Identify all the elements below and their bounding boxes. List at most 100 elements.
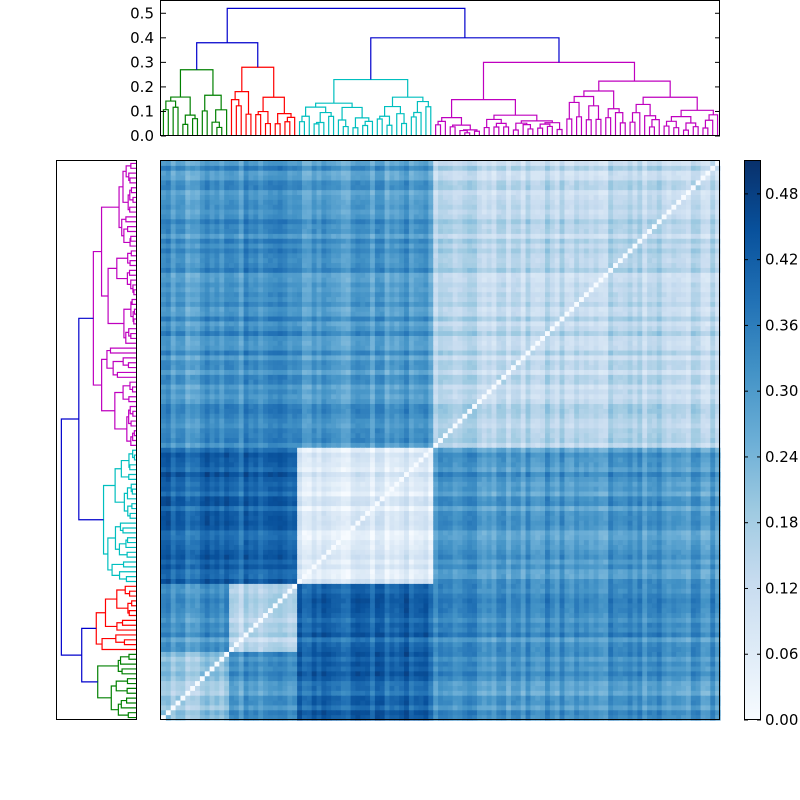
heatmap-cell: [574, 350, 580, 357]
heatmap-cell: [404, 165, 410, 172]
heatmap-cell: [229, 243, 235, 250]
heatmap-cell: [515, 350, 522, 357]
heatmap-cell: [617, 301, 624, 308]
heatmap-cell: [374, 170, 381, 177]
heatmap-cell: [297, 282, 303, 288]
heatmap-cell: [661, 190, 668, 196]
heatmap-cell: [316, 253, 323, 259]
heatmap-cell: [676, 263, 682, 269]
heatmap-cell: [238, 355, 245, 361]
heatmap-cell: [476, 170, 483, 177]
heatmap-cell: [627, 253, 634, 259]
heatmap-cell: [705, 253, 711, 259]
heatmap-cell: [297, 306, 303, 313]
heatmap-cell: [267, 214, 274, 220]
heatmap-cell: [204, 263, 211, 269]
heatmap-cell: [661, 209, 668, 216]
heatmap-cell: [170, 224, 177, 230]
heatmap-cell: [214, 224, 220, 230]
heatmap-cell: [297, 204, 303, 211]
heatmap-cell: [389, 229, 395, 235]
heatmap-cell: [326, 190, 332, 196]
heatmap-cell: [287, 297, 293, 303]
heatmap-cell: [316, 316, 323, 323]
heatmap-cell: [224, 214, 230, 220]
heatmap-cell: [355, 209, 361, 216]
heatmap-cell: [540, 258, 546, 264]
heatmap-cell: [345, 282, 352, 288]
heatmap-cell: [661, 297, 668, 303]
heatmap-cell: [705, 340, 711, 347]
heatmap-cell: [263, 350, 269, 357]
heatmap-cell: [608, 297, 614, 303]
heatmap-cell: [622, 229, 629, 235]
heatmap-cell: [321, 306, 327, 313]
heatmap-cell: [282, 161, 288, 167]
heatmap-cell: [656, 219, 663, 225]
heatmap-cell: [301, 282, 308, 288]
heatmap-cell: [666, 277, 672, 284]
heatmap-cell: [554, 350, 561, 357]
heatmap-cell: [695, 292, 702, 298]
heatmap-cell: [258, 350, 264, 357]
heatmap-cell: [175, 243, 182, 250]
heatmap-cell: [433, 350, 439, 357]
heatmap-cell: [331, 195, 337, 201]
heatmap-cell: [695, 233, 702, 240]
heatmap-cell: [579, 229, 585, 235]
heatmap-cell: [510, 175, 517, 182]
heatmap-cell: [676, 185, 682, 191]
dendrogram-link: [328, 115, 335, 136]
heatmap-cell: [705, 190, 711, 196]
heatmap-cell: [661, 224, 668, 230]
heatmap-cell: [384, 238, 391, 245]
heatmap-cell: [666, 306, 672, 313]
heatmap-cell: [467, 199, 473, 206]
heatmap-cell: [554, 311, 561, 318]
heatmap-cell: [472, 331, 478, 337]
heatmap-cell: [195, 204, 201, 211]
heatmap-cell: [496, 190, 502, 196]
heatmap-cell: [472, 233, 478, 240]
heatmap-cell: [486, 272, 493, 279]
heatmap-cell: [389, 340, 395, 347]
heatmap-cell: [661, 263, 668, 269]
heatmap-cell: [486, 321, 493, 327]
heatmap-cell: [238, 287, 245, 293]
heatmap-cell: [681, 350, 687, 357]
heatmap-cell: [647, 316, 653, 323]
heatmap-cell: [579, 263, 585, 269]
heatmap-cell: [204, 204, 211, 211]
heatmap-cell: [379, 311, 386, 318]
heatmap-cell: [272, 233, 279, 240]
heatmap-cell: [379, 263, 386, 269]
dendrogram-link: [226, 7, 466, 43]
heatmap-cell: [209, 209, 216, 216]
heatmap-cell: [195, 248, 201, 254]
heatmap-cell: [301, 360, 308, 366]
heatmap-cell: [549, 238, 556, 245]
heatmap-cell: [569, 326, 575, 332]
heatmap-cell: [671, 224, 677, 230]
heatmap-cell: [467, 204, 473, 211]
heatmap-cell: [569, 219, 575, 225]
heatmap-cell: [365, 331, 371, 337]
heatmap-cell: [671, 345, 677, 352]
heatmap-cell: [603, 170, 609, 177]
heatmap-cell: [666, 195, 672, 201]
heatmap-cell: [472, 272, 478, 279]
heatmap-cell: [632, 165, 638, 172]
heatmap-cell: [418, 190, 425, 196]
heatmap-cell: [705, 185, 711, 191]
heatmap-cell: [617, 311, 624, 318]
heatmap-cell: [661, 253, 668, 259]
heatmap-cell: [540, 161, 546, 167]
heatmap-cell: [340, 170, 347, 177]
heatmap-cell: [161, 350, 167, 357]
heatmap-cell: [340, 321, 347, 327]
heatmap-cell: [569, 282, 575, 288]
heatmap-cell: [506, 321, 512, 327]
heatmap-cell: [229, 282, 235, 288]
heatmap-cell: [627, 219, 634, 225]
heatmap-cell: [272, 326, 279, 332]
